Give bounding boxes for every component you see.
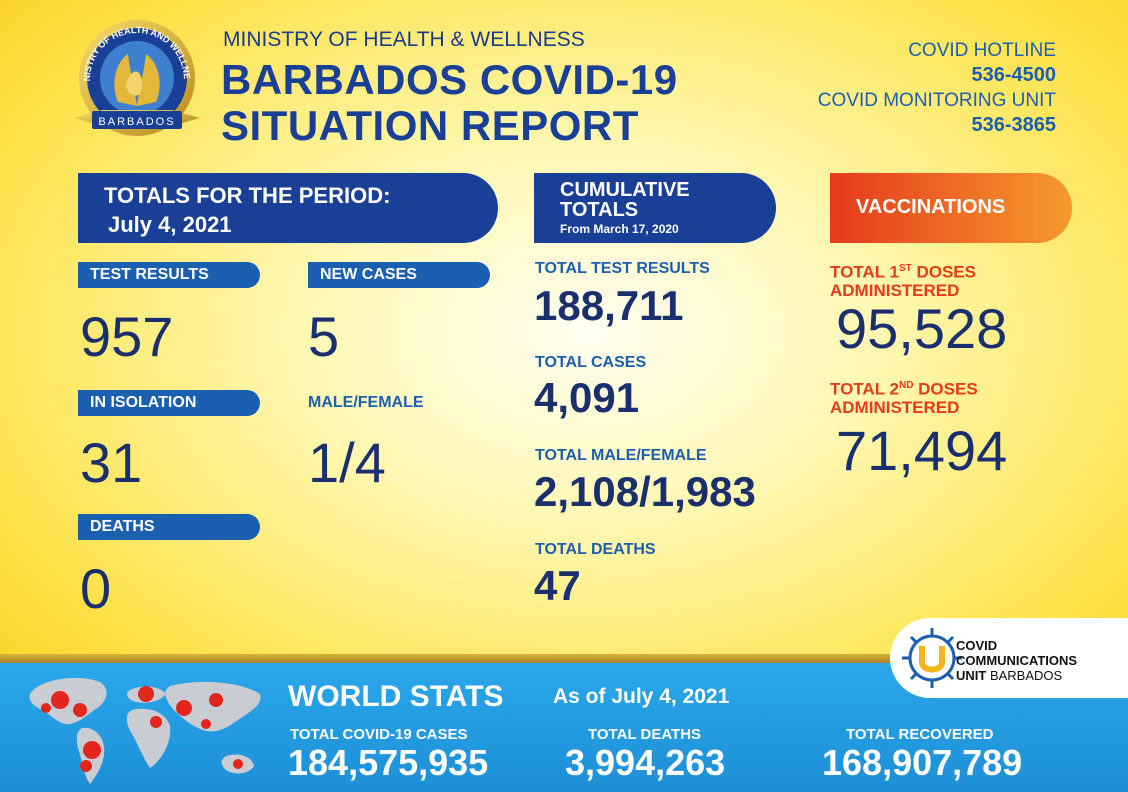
second-doses-label: TOTAL 2ND DOSES ADMINISTERED bbox=[830, 377, 978, 417]
period-heading: TOTALS FOR THE PERIOD: bbox=[104, 183, 391, 208]
deaths-value: 0 bbox=[80, 557, 112, 620]
new-cases-label: NEW CASES bbox=[308, 262, 490, 288]
badge-line3-bold: UNIT bbox=[956, 668, 987, 683]
virus-u-icon bbox=[902, 628, 962, 688]
vaccinations-header: VACCINATIONS bbox=[830, 173, 1072, 243]
world-cases-label: TOTAL COVID-19 CASES bbox=[290, 726, 468, 743]
ministry-logo: MINISTRY OF HEALTH AND WELLNESS BARBADOS bbox=[68, 14, 200, 136]
second-doses-value: 71,494 bbox=[836, 419, 1008, 482]
first-doses-prefix: TOTAL 1 bbox=[830, 262, 899, 282]
first-doses-label: TOTAL 1ST DOSES ADMINISTERED bbox=[830, 260, 976, 300]
cumulative-subheading: From March 17, 2020 bbox=[560, 222, 679, 236]
test-results-label: TEST RESULTS bbox=[78, 262, 260, 288]
gold-divider bbox=[0, 654, 1128, 663]
world-cases-value: 184,575,935 bbox=[288, 742, 489, 783]
badge-line1: COVID bbox=[956, 638, 998, 653]
male-female-value: 1/4 bbox=[308, 431, 386, 494]
total-test-results-value: 188,711 bbox=[534, 282, 684, 329]
world-stats-heading: WORLD STATS bbox=[288, 680, 504, 713]
test-results-value: 957 bbox=[80, 305, 174, 368]
cumulative-header: CUMULATIVE TOTALS From March 17, 2020 bbox=[534, 173, 776, 243]
first-doses-line2: ADMINISTERED bbox=[830, 280, 960, 300]
first-doses-suffix: DOSES bbox=[911, 262, 976, 282]
badge-line2: COMMUNICATIONS bbox=[956, 653, 1078, 668]
monitoring-label: COVID MONITORING UNIT bbox=[817, 90, 1056, 111]
cumulative-heading-2: TOTALS bbox=[560, 199, 639, 221]
comms-unit-badge bbox=[890, 618, 1128, 698]
total-cases-label: TOTAL CASES bbox=[535, 354, 647, 371]
world-deaths-value: 3,994,263 bbox=[565, 742, 726, 783]
first-doses-value: 95,528 bbox=[836, 297, 1008, 360]
world-recovered-label: TOTAL RECOVERED bbox=[846, 726, 994, 743]
report-title-line2: SITUATION REPORT bbox=[221, 102, 639, 149]
total-deaths-label: TOTAL DEATHS bbox=[535, 541, 656, 558]
cumulative-heading-1: CUMULATIVE bbox=[560, 179, 690, 201]
first-doses-sup: ST bbox=[898, 263, 912, 274]
second-doses-sup: ND bbox=[898, 380, 914, 391]
total-cases-value: 4,091 bbox=[534, 374, 640, 421]
hotline-number: 536-4500 bbox=[971, 64, 1056, 86]
total-deaths-value: 47 bbox=[534, 562, 581, 609]
badge-line3-thin: BARBADOS bbox=[986, 668, 1063, 683]
logo-banner-text: BARBADOS bbox=[98, 116, 175, 128]
period-date: July 4, 2021 bbox=[108, 212, 232, 237]
monitoring-number: 536-3865 bbox=[971, 114, 1056, 136]
second-doses-suffix: DOSES bbox=[913, 379, 978, 399]
total-test-results-label: TOTAL TEST RESULTS bbox=[535, 260, 710, 277]
deaths-label: DEATHS bbox=[78, 514, 260, 540]
second-doses-line2: ADMINISTERED bbox=[830, 397, 960, 417]
comms-unit-text: COVID COMMUNICATIONS UNIT BARBADOS bbox=[956, 638, 1077, 683]
isolation-label: IN ISOLATION bbox=[78, 390, 260, 416]
world-map-icon bbox=[29, 678, 261, 784]
hotline-label: COVID HOTLINE bbox=[908, 40, 1056, 61]
world-deaths-label: TOTAL DEATHS bbox=[588, 726, 702, 743]
second-doses-prefix: TOTAL 2 bbox=[830, 379, 899, 399]
report-title-line1: BARBADOS COVID-19 bbox=[221, 56, 678, 103]
total-male-female-value: 2,108/1,983 bbox=[534, 468, 756, 515]
total-male-female-label: TOTAL MALE/FEMALE bbox=[535, 447, 707, 464]
isolation-value: 31 bbox=[80, 431, 143, 494]
period-header: TOTALS FOR THE PERIOD: July 4, 2021 bbox=[78, 173, 498, 243]
new-cases-value: 5 bbox=[308, 305, 340, 368]
ministry-name: MINISTRY OF HEALTH & WELLNESS bbox=[223, 28, 585, 51]
world-stats-date: As of July 4, 2021 bbox=[553, 685, 730, 708]
world-recovered-value: 168,907,789 bbox=[822, 742, 1023, 783]
male-female-label: MALE/FEMALE bbox=[308, 394, 424, 411]
